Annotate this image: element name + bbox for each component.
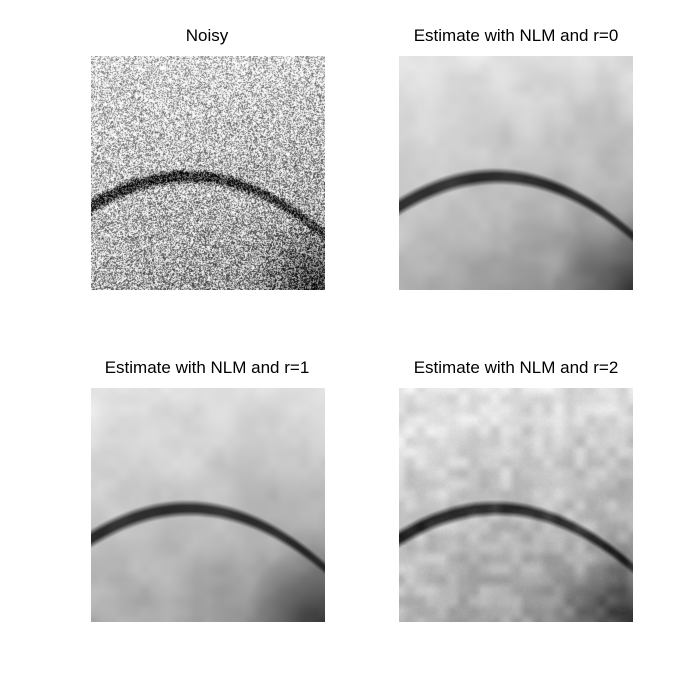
- panel-title-noisy: Noisy: [185, 26, 229, 45]
- nlm-r2-estimate-image: [399, 388, 633, 622]
- noisy-image: [91, 56, 325, 290]
- panel-title-nlm-r0: Estimate with NLM and r=0: [413, 26, 619, 45]
- panel-title-nlm-r1: Estimate with NLM and r=1: [104, 358, 310, 377]
- panel-title-nlm-r2: Estimate with NLM and r=2: [413, 358, 619, 377]
- nlm-r1-estimate-image: [91, 388, 325, 622]
- nlm-r0-estimate-image: [399, 56, 633, 290]
